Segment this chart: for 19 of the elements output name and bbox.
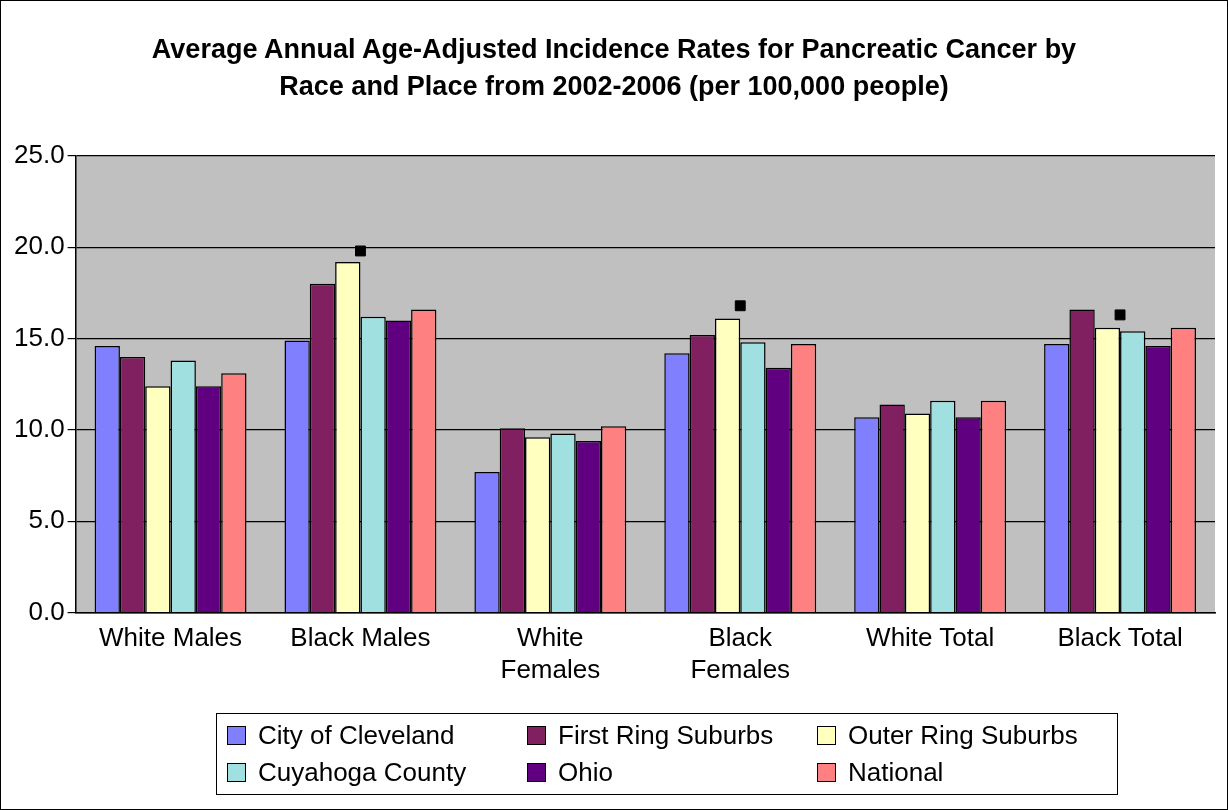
legend-label: Ohio	[558, 757, 613, 788]
x-tick-label: White Total	[866, 622, 995, 653]
chart-title: Average Annual Age-Adjusted Incidence Rates for Pancreatic Cancer by Race and Place from 2002-2006 (per 100,000 people)	[150, 33, 1078, 103]
x-tick-label: Black Total	[1057, 622, 1183, 653]
y-tick-label: 10.0	[13, 413, 65, 444]
x-tick-label: Black Males	[290, 622, 431, 653]
legend-label: First Ring Suburbs	[558, 720, 774, 751]
legend-label: National	[848, 757, 944, 788]
y-tick-label: 25.0	[13, 139, 65, 170]
legend-label: Outer Ring Suburbs	[848, 720, 1078, 751]
y-tick-label: 5.0	[28, 504, 65, 535]
x-tick-label: White Females	[500, 622, 601, 684]
x-tick-label: White Males	[99, 622, 243, 653]
y-tick-label: 15.0	[13, 321, 65, 352]
y-tick-label: 0.0	[28, 595, 65, 626]
legend-label: Cuyahoga County	[258, 757, 467, 788]
y-tick-label: 20.0	[13, 230, 65, 261]
legend-label: City of Cleveland	[258, 720, 455, 751]
x-tick-label: Black Females	[690, 622, 791, 684]
